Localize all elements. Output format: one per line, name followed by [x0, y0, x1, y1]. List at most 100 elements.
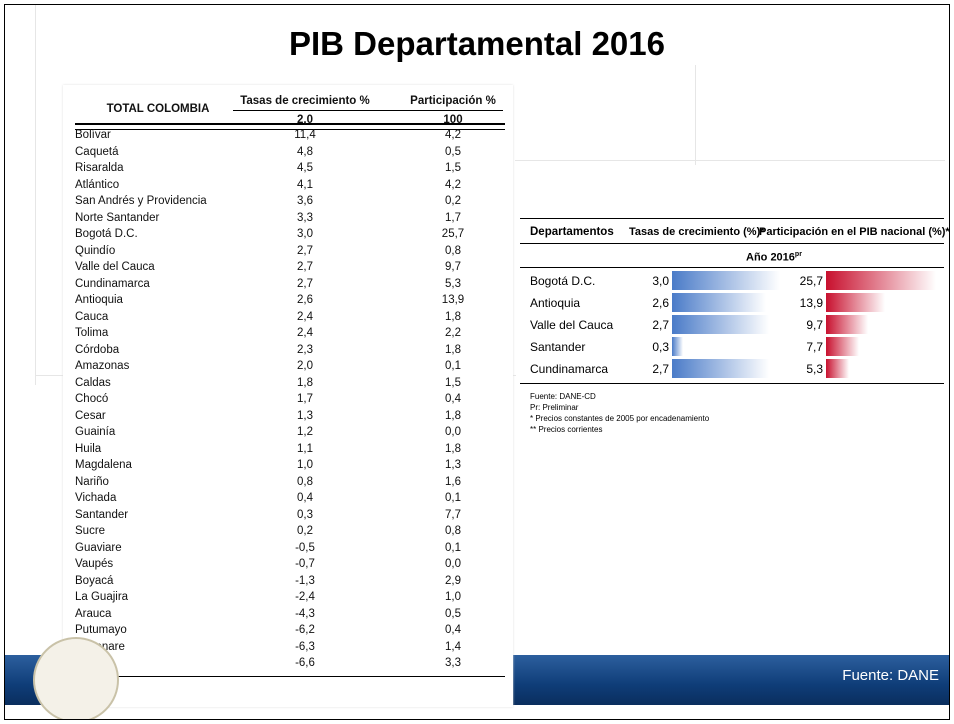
- row-value: 1,3: [445, 459, 461, 471]
- row-value: 1,5: [445, 376, 461, 389]
- data-bar: [672, 337, 683, 356]
- row-name: Nariño: [75, 475, 109, 488]
- row-value: 1,7: [297, 393, 313, 405]
- row-name: Sucre: [75, 525, 106, 537]
- row-value: 2,7: [297, 261, 313, 273]
- value-label: 2,7: [652, 318, 669, 332]
- row-name: Caldas: [75, 376, 111, 389]
- row-value: 0,1: [445, 492, 461, 504]
- row-value: 1,6: [445, 475, 461, 488]
- row-value: 3,3: [445, 657, 461, 669]
- row-value: 0,2: [297, 525, 313, 537]
- row-value: -2,4: [295, 591, 315, 603]
- row-value: 1,0: [297, 459, 313, 471]
- row-value: 0,5: [445, 607, 461, 620]
- header-rule: [520, 267, 944, 268]
- row-name: Valle del Cauca: [75, 261, 155, 273]
- row-value: 3,6: [297, 195, 313, 207]
- row-value: 0,1: [445, 360, 461, 372]
- row-value: 1,8: [445, 343, 461, 356]
- row-value: 13,9: [441, 294, 465, 306]
- row-value: 2,7: [297, 244, 313, 257]
- value-label: 9,7: [806, 318, 823, 332]
- slide: PIB Departamental 2016 TOTAL COLOMBIA Tas…: [4, 4, 950, 720]
- row-value: 9,7: [445, 261, 461, 273]
- row-value: 0,0: [445, 558, 461, 570]
- header-rule: [75, 129, 505, 130]
- data-bar: [826, 359, 849, 378]
- row-value: 25,7: [441, 228, 465, 240]
- row-name: Cundinamarca: [530, 362, 609, 376]
- value-label: 7,7: [806, 340, 823, 354]
- row-value: 11,4: [294, 129, 316, 141]
- data-bar: [672, 315, 770, 334]
- row-name: Bogotá D.C.: [75, 228, 138, 240]
- row-name: San Andrés y Providencia: [75, 195, 207, 207]
- top-departments-table: Departamentos Tasas de crecimiento (%)* Pa…: [516, 210, 950, 460]
- row-name: Vichada: [75, 492, 117, 504]
- row-value: 7,7: [445, 508, 461, 521]
- row-name: Bogotá D.C.: [530, 274, 596, 288]
- row-value: -0,5: [295, 541, 315, 554]
- row-value: 0,8: [445, 244, 461, 257]
- year-suffix: pr: [794, 251, 802, 258]
- row-value: 2,7: [297, 277, 313, 290]
- row-value: 0,8: [297, 475, 313, 488]
- row-name: Atlántico: [75, 178, 120, 191]
- data-bar: [826, 271, 936, 290]
- row-value: 2,0: [297, 360, 313, 372]
- row-name: Bolívar: [75, 129, 111, 141]
- row-name: Norte Santander: [75, 211, 160, 224]
- header-rule: [233, 110, 503, 111]
- header-cell: Participación %: [410, 95, 496, 107]
- data-bar: [826, 315, 868, 334]
- value-label: 3,0: [652, 274, 669, 288]
- data-bar: [672, 293, 766, 312]
- bottom-rule: [520, 383, 944, 384]
- data-bar: [826, 337, 859, 356]
- row-value: 1,7: [445, 211, 461, 224]
- row-value: 0,4: [445, 624, 461, 636]
- top-rule: [520, 218, 944, 219]
- footer-source: Fuente: DANE: [842, 667, 939, 684]
- header-cell: Participación en el PIB nacional (%)**: [759, 226, 950, 238]
- row-value: 0,2: [445, 195, 461, 207]
- row-name: Arauca: [75, 607, 112, 620]
- row-value: 0,8: [445, 525, 461, 537]
- row-value: 1,3: [297, 409, 313, 422]
- row-name: Guainía: [75, 426, 116, 438]
- row-name: Cauca: [75, 310, 109, 323]
- year-label: Año 2016pr: [746, 251, 802, 264]
- row-value: 1,8: [445, 442, 461, 455]
- header-rule: [75, 123, 505, 125]
- total-cell: 100: [443, 114, 463, 126]
- row-name: Córdoba: [75, 343, 120, 356]
- row-name: Antioquia: [530, 296, 581, 310]
- value-label: 25,7: [799, 274, 823, 288]
- row-value: 2,2: [445, 327, 461, 339]
- value-label: 2,6: [652, 296, 669, 310]
- row-name: Boyacá: [75, 574, 114, 587]
- value-label: 2,7: [652, 362, 669, 376]
- row-name: Chocó: [75, 393, 109, 405]
- header-cell: Tasas de crecimiento (%)*: [629, 226, 765, 238]
- row-value: -4,3: [295, 607, 315, 620]
- row-value: 1,8: [445, 310, 461, 323]
- data-bar: [826, 293, 886, 312]
- row-value: 3,0: [297, 228, 313, 240]
- row-name: Valle del Cauca: [530, 318, 614, 332]
- row-value: 0,1: [445, 541, 461, 554]
- data-bar: [672, 359, 770, 378]
- total-cell: 2,0: [297, 114, 313, 126]
- footnote: Pr: Preliminar: [530, 403, 579, 412]
- row-value: 0,4: [297, 492, 313, 504]
- header-cell: Departamentos: [530, 226, 614, 238]
- row-value: -6,2: [295, 624, 315, 636]
- row-name: Cesar: [75, 409, 106, 422]
- row-value: 1,5: [445, 162, 461, 174]
- row-value: 1,4: [445, 640, 461, 653]
- row-value: 2,9: [445, 574, 461, 587]
- row-value: 4,2: [445, 178, 461, 191]
- footnote: Fuente: DANE-CD: [530, 392, 596, 401]
